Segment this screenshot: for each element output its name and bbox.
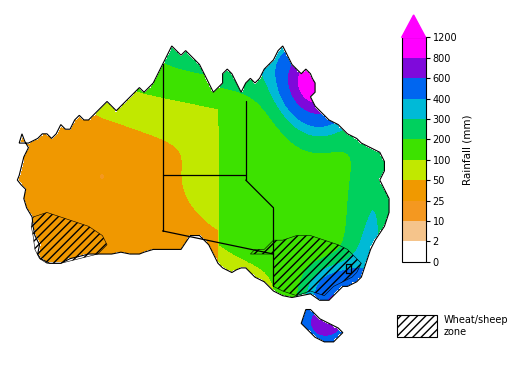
Bar	[396, 315, 437, 337]
Text: Wheat/sheep
zone: Wheat/sheep zone	[444, 315, 509, 337]
Polygon shape	[402, 15, 426, 37]
Y-axis label: Rainfall (mm): Rainfall (mm)	[463, 114, 473, 185]
